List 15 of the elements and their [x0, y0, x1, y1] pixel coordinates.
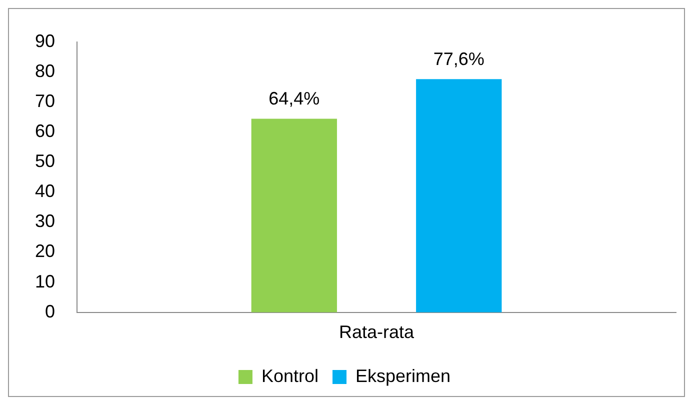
y-tick-label: 10 [34, 271, 56, 292]
y-tick-label: 90 [34, 30, 56, 51]
legend-label: Kontrol [261, 366, 319, 386]
data-label: 64,4% [268, 88, 320, 109]
y-tick-label: 0 [45, 301, 56, 322]
y-tick-label: 20 [34, 241, 56, 262]
y-tick-label: 80 [34, 60, 56, 81]
x-tick-label: Rata-rata [338, 322, 416, 342]
y-tick-label: 30 [34, 211, 56, 232]
y-tick-label: 70 [34, 90, 56, 111]
y-tick-label: 40 [34, 181, 56, 202]
legend-label: Eksperimen [356, 366, 451, 386]
y-tick-label: 50 [34, 151, 56, 172]
data-label: 77,6% [433, 49, 484, 70]
y-tick-label: 60 [34, 120, 56, 141]
